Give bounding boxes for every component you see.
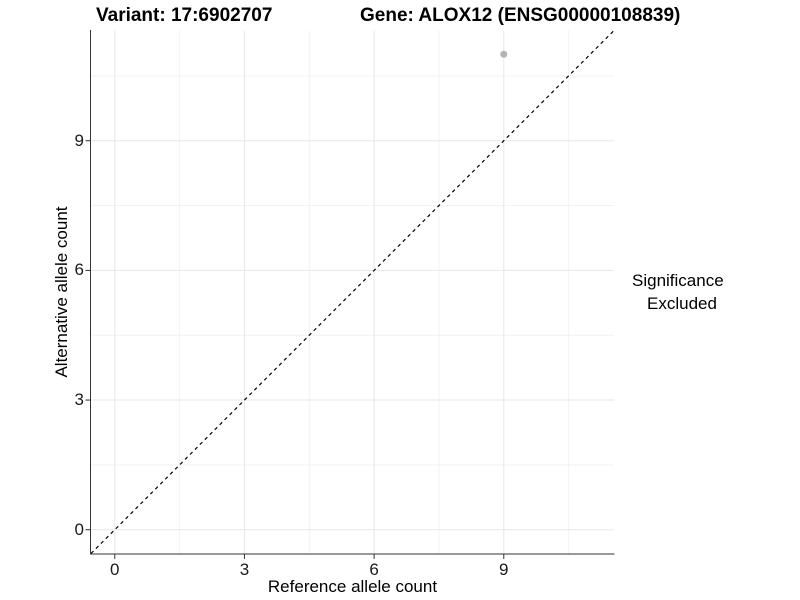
legend-key-dot-icon <box>635 301 642 308</box>
x-tick-label: 6 <box>369 559 379 579</box>
x-tick-label: 3 <box>239 559 250 579</box>
data-point <box>500 50 508 58</box>
x-tick-label: 0 <box>110 559 120 579</box>
plot-title-variant: Variant: 17:6902707 <box>96 5 273 26</box>
legend: Significance Excluded <box>632 271 724 314</box>
legend-entry-excluded: Excluded <box>632 294 724 314</box>
legend-entry-label: Excluded <box>647 294 717 313</box>
y-tick-label: 0 <box>74 519 84 539</box>
legend-title: Significance <box>632 271 724 290</box>
x-tick-label: 9 <box>499 559 509 579</box>
y-tick-label: 9 <box>74 130 84 150</box>
y-axis-title: Alternative allele count <box>52 206 71 378</box>
plot-title-gene: Gene: ALOX12 (ENSG00000108839) <box>360 5 681 26</box>
y-tick-label: 6 <box>74 260 84 280</box>
y-tick-label: 3 <box>74 390 84 410</box>
x-axis-title: Reference allele count <box>267 577 438 596</box>
identity-dashed-line <box>90 30 615 554</box>
